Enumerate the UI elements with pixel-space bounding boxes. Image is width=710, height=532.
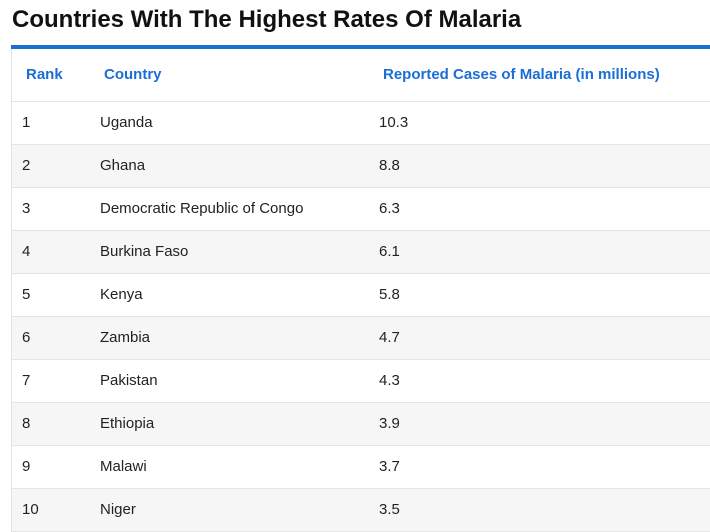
column-header-country: Country	[90, 49, 369, 102]
rank-cell: 2	[12, 144, 90, 188]
country-cell: Malawi	[90, 445, 369, 489]
cases-cell: 3.9	[369, 402, 710, 446]
table-header: Rank Country Reported Cases of Malaria (…	[12, 49, 710, 102]
cases-cell: 4.7	[369, 316, 710, 360]
cases-cell: 8.8	[369, 144, 710, 188]
rank-cell: 3	[12, 187, 90, 231]
table-row: 1 Uganda 10.3	[12, 101, 710, 145]
table-row: 7 Pakistan 4.3	[12, 359, 710, 403]
table-row: 3 Democratic Republic of Congo 6.3	[12, 187, 710, 231]
table-body: 1 Uganda 10.3 2 Ghana 8.8 3 Democratic Republic…	[12, 101, 710, 532]
cases-cell: 4.3	[369, 359, 710, 403]
rank-cell: 8	[12, 402, 90, 446]
rank-cell: 4	[12, 230, 90, 274]
rank-cell: 6	[12, 316, 90, 360]
table-row: 9 Malawi 3.7	[12, 445, 710, 489]
table-row: 8 Ethiopia 3.9	[12, 402, 710, 446]
country-cell: Zambia	[90, 316, 369, 360]
rank-cell: 10	[12, 488, 90, 532]
cases-cell: 6.3	[369, 187, 710, 231]
cases-cell: 10.3	[369, 101, 710, 145]
rank-cell: 5	[12, 273, 90, 317]
malaria-table-container: Rank Country Reported Cases of Malaria (…	[11, 49, 710, 532]
country-cell: Ethiopia	[90, 402, 369, 446]
rank-cell: 9	[12, 445, 90, 489]
header-row: Rank Country Reported Cases of Malaria (…	[12, 49, 710, 102]
country-cell: Kenya	[90, 273, 369, 317]
column-header-rank: Rank	[12, 49, 90, 102]
country-cell: Ghana	[90, 144, 369, 188]
table-row: 4 Burkina Faso 6.1	[12, 230, 710, 274]
cases-cell: 5.8	[369, 273, 710, 317]
rank-cell: 1	[12, 101, 90, 145]
country-cell: Uganda	[90, 101, 369, 145]
country-cell: Democratic Republic of Congo	[90, 187, 369, 231]
table-row: 10 Niger 3.5	[12, 488, 710, 532]
rank-cell: 7	[12, 359, 90, 403]
table-row: 2 Ghana 8.8	[12, 144, 710, 188]
title-underline	[11, 45, 710, 49]
column-header-cases: Reported Cases of Malaria (in millions)	[369, 49, 710, 102]
country-cell: Pakistan	[90, 359, 369, 403]
cases-cell: 3.7	[369, 445, 710, 489]
page-title: Countries With The Highest Rates Of Mala…	[12, 6, 522, 33]
table-row: 5 Kenya 5.8	[12, 273, 710, 317]
country-cell: Burkina Faso	[90, 230, 369, 274]
cases-cell: 6.1	[369, 230, 710, 274]
malaria-table: Rank Country Reported Cases of Malaria (…	[12, 49, 710, 532]
cases-cell: 3.5	[369, 488, 710, 532]
country-cell: Niger	[90, 488, 369, 532]
table-row: 6 Zambia 4.7	[12, 316, 710, 360]
